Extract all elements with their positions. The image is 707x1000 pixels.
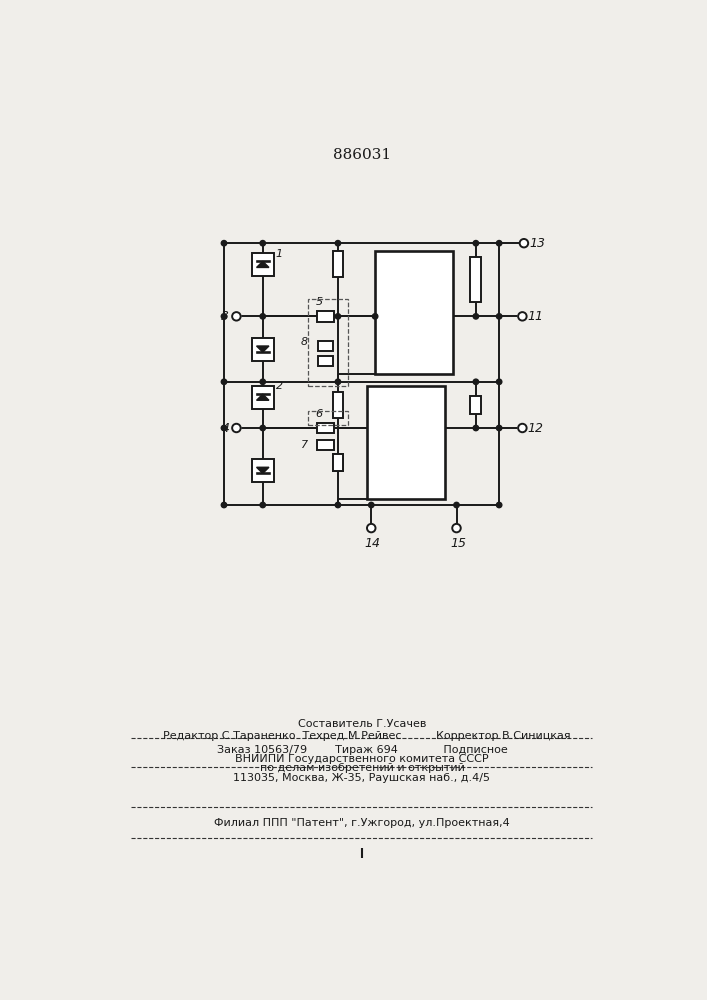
Bar <box>252 253 274 276</box>
Bar <box>470 396 481 414</box>
Bar <box>252 386 274 409</box>
Text: +: + <box>377 255 389 269</box>
Polygon shape <box>257 261 269 267</box>
Bar <box>317 356 333 366</box>
Circle shape <box>367 524 375 532</box>
Circle shape <box>473 241 479 246</box>
Circle shape <box>454 502 460 508</box>
Circle shape <box>260 379 265 384</box>
Circle shape <box>373 314 378 319</box>
Circle shape <box>335 502 341 508</box>
Text: 12: 12 <box>528 422 544 434</box>
Circle shape <box>520 239 528 247</box>
Text: 8: 8 <box>300 337 308 347</box>
Bar <box>333 251 343 277</box>
Circle shape <box>221 425 227 431</box>
Text: 11: 11 <box>528 310 544 323</box>
Bar <box>317 440 334 450</box>
Circle shape <box>260 425 265 431</box>
Text: 13: 13 <box>530 237 545 250</box>
Circle shape <box>473 379 479 384</box>
Text: ВНИИПИ Государственного комитета СССР: ВНИИПИ Государственного комитета СССР <box>235 754 489 764</box>
Circle shape <box>221 241 227 246</box>
Text: −: − <box>369 481 382 496</box>
Polygon shape <box>257 346 269 352</box>
Text: +: + <box>369 389 381 403</box>
Circle shape <box>232 424 240 432</box>
Text: 3: 3 <box>221 310 230 323</box>
Circle shape <box>232 312 240 321</box>
Circle shape <box>473 314 479 319</box>
Text: Составитель Г.Усачев: Составитель Г.Усачев <box>298 719 426 729</box>
Text: 5: 5 <box>316 297 323 307</box>
Text: Корректор В.Синицкая: Корректор В.Синицкая <box>436 731 571 741</box>
Circle shape <box>496 379 502 384</box>
Text: по делам изобретений и открытий: по делам изобретений и открытий <box>259 763 464 773</box>
Bar <box>317 311 334 322</box>
Circle shape <box>496 502 502 508</box>
Circle shape <box>368 502 374 508</box>
Polygon shape <box>257 394 269 400</box>
Text: 14: 14 <box>365 537 381 550</box>
Circle shape <box>260 502 265 508</box>
Text: Редактор С.Тараненко  Техред М.Рейвес: Редактор С.Тараненко Техред М.Рейвес <box>163 731 402 741</box>
Bar <box>333 454 343 471</box>
Bar <box>317 341 333 351</box>
Circle shape <box>518 312 527 321</box>
Circle shape <box>221 314 227 319</box>
Circle shape <box>496 314 502 319</box>
Text: Филиал ППП "Патент", г.Ужгород, ул.Проектная,4: Филиал ППП "Патент", г.Ужгород, ул.Проек… <box>214 818 510 828</box>
Circle shape <box>221 379 227 384</box>
Circle shape <box>496 241 502 246</box>
Polygon shape <box>257 467 269 473</box>
Bar <box>252 459 274 482</box>
Text: Заказ 10563/79        Тираж 694             Подписное: Заказ 10563/79 Тираж 694 Подписное <box>216 745 508 755</box>
Bar <box>308 411 348 425</box>
Circle shape <box>260 241 265 246</box>
Text: 7: 7 <box>300 440 308 450</box>
Circle shape <box>496 425 502 431</box>
Text: 886031: 886031 <box>333 148 391 162</box>
Circle shape <box>260 314 265 319</box>
Text: 9: 9 <box>406 300 422 324</box>
Bar <box>470 257 481 302</box>
Circle shape <box>335 314 341 319</box>
Circle shape <box>335 379 341 384</box>
Bar <box>375 251 452 374</box>
Bar <box>252 338 274 361</box>
Text: 2: 2 <box>276 381 283 391</box>
Text: 113035, Москва, Ж-35, Раушская наб., д.4/5: 113035, Москва, Ж-35, Раушская наб., д.4… <box>233 773 491 783</box>
Text: 4: 4 <box>221 422 230 434</box>
Circle shape <box>221 502 227 508</box>
Text: 1: 1 <box>276 249 283 259</box>
Circle shape <box>335 241 341 246</box>
Text: −: − <box>377 356 390 371</box>
Bar <box>332 454 344 471</box>
Circle shape <box>452 524 461 532</box>
Bar <box>308 299 348 386</box>
Bar <box>368 386 445 499</box>
Bar <box>333 392 343 418</box>
Circle shape <box>518 424 527 432</box>
Text: 6: 6 <box>316 409 323 419</box>
Text: 15: 15 <box>450 537 466 550</box>
Text: 10: 10 <box>391 430 421 454</box>
Bar <box>317 423 334 433</box>
Circle shape <box>473 425 479 431</box>
